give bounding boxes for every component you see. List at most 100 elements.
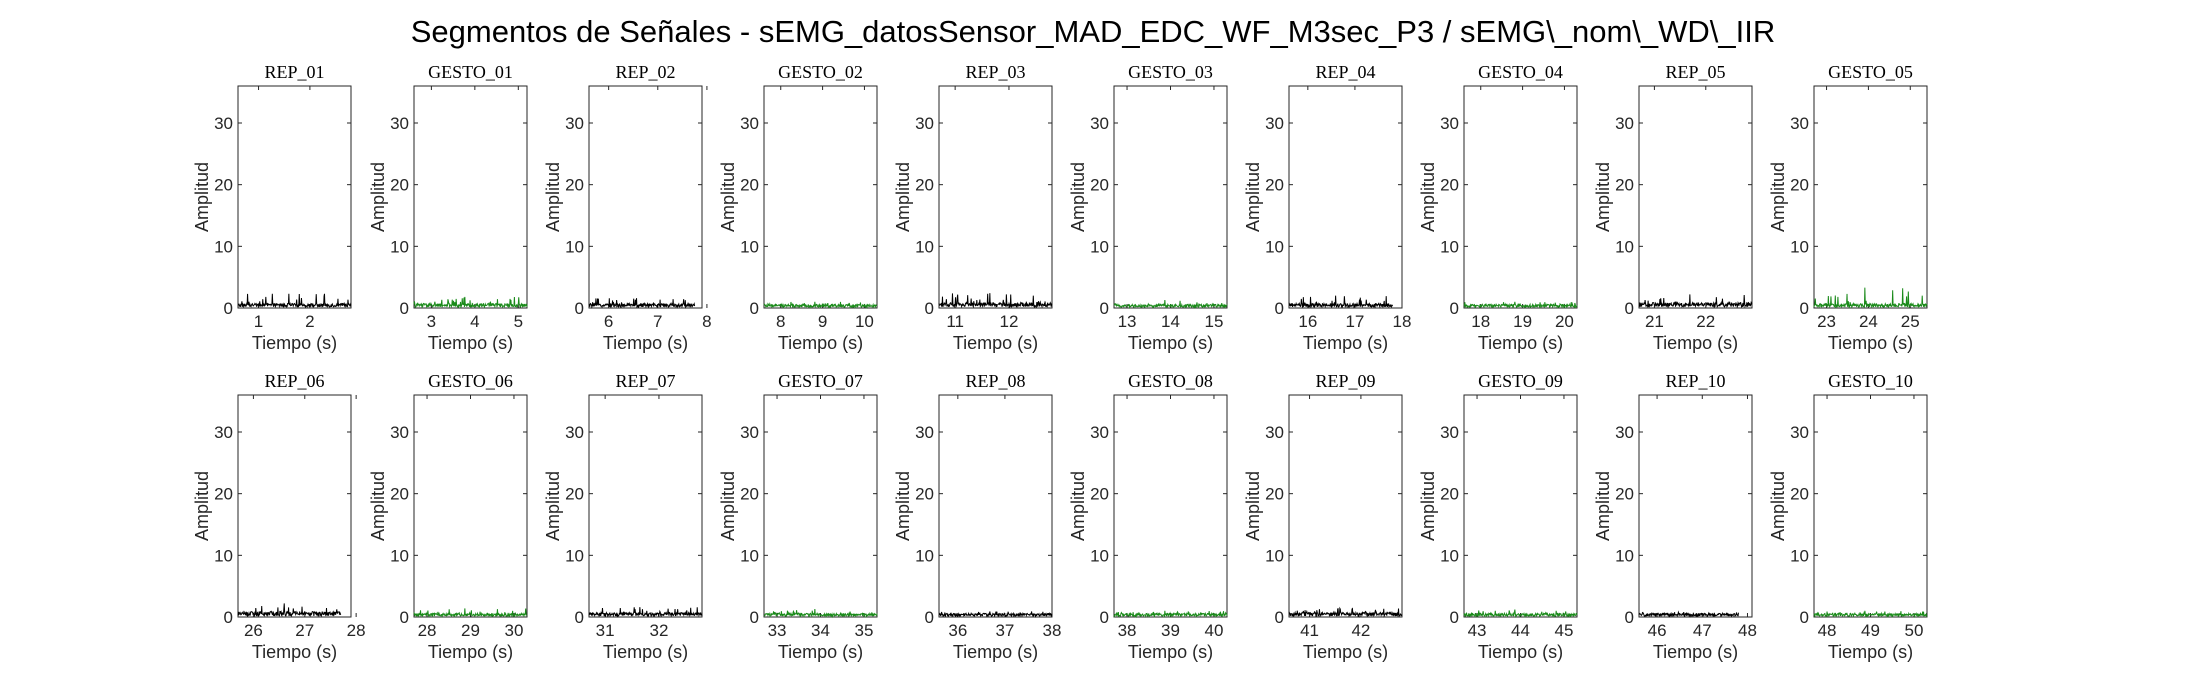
signal-line [1288, 295, 1394, 309]
y-tick-label: 0 [1625, 299, 1634, 318]
axes-box [413, 85, 528, 309]
x-axis-label: Tiempo (s) [252, 333, 337, 353]
x-axis-label: Tiempo (s) [603, 333, 688, 353]
x-tick-label: 38 [1118, 621, 1137, 640]
y-tick-label: 10 [565, 546, 584, 565]
y-tick-label: 30 [390, 114, 409, 133]
x-tick-label: 18 [1471, 312, 1490, 331]
subplot-rep-03: REP_03 0 10 20 30 11 12 Tiempo (s) Amplitud [893, 62, 1053, 353]
signal-line [763, 608, 878, 619]
signal-line [413, 608, 528, 618]
axes-box [763, 394, 878, 618]
signal-line [1463, 609, 1578, 619]
y-tick-label: 10 [1265, 546, 1284, 565]
x-tick-label: 32 [649, 621, 668, 640]
y-tick-label: 30 [915, 114, 934, 133]
x-axis-label: Tiempo (s) [778, 333, 863, 353]
subplot-gesto-06: GESTO_06 0 10 20 30 28 29 30 Tiempo (s) Amplitud [368, 371, 528, 662]
y-tick-label: 10 [214, 546, 233, 565]
x-tick-label: 24 [1859, 312, 1878, 331]
signal-line [1638, 294, 1753, 309]
y-tick-label: 0 [400, 608, 409, 627]
axes-box [1288, 394, 1403, 618]
x-tick-label: 14 [1161, 312, 1180, 331]
y-tick-label: 20 [390, 485, 409, 504]
y-axis-label: Amplitud [1418, 471, 1438, 541]
x-tick-label: 18 [1393, 312, 1412, 331]
y-tick-label: 20 [740, 176, 759, 195]
y-tick-label: 20 [1090, 485, 1109, 504]
y-tick-label: 30 [565, 114, 584, 133]
signal-line [763, 301, 878, 309]
subplot-rep-07: REP_07 0 10 20 30 31 32 Tiempo (s) Amplitud [543, 371, 703, 662]
x-tick-label: 25 [1901, 312, 1920, 331]
x-axis-label: Tiempo (s) [1828, 333, 1913, 353]
x-axis-label: Tiempo (s) [1653, 642, 1738, 662]
subplot-title: GESTO_02 [778, 62, 863, 82]
signal-line [938, 611, 1053, 618]
y-tick-label: 10 [1615, 546, 1634, 565]
x-tick-label: 7 [653, 312, 662, 331]
x-tick-label: 20 [1555, 312, 1574, 331]
x-tick-label: 42 [1351, 621, 1370, 640]
y-tick-label: 20 [1090, 176, 1109, 195]
y-axis-label: Amplitud [893, 162, 913, 232]
subplot-title: GESTO_07 [778, 371, 863, 391]
subplot-rep-08: REP_08 0 10 20 30 36 37 38 Tiempo (s) Amplitud [893, 371, 1061, 662]
x-tick-label: 29 [461, 621, 480, 640]
subplot-rep-09: REP_09 0 10 20 30 41 42 Tiempo (s) Amplitud [1243, 371, 1403, 662]
x-tick-label: 17 [1345, 312, 1364, 331]
signal-line [237, 603, 342, 618]
y-axis-label: Amplitud [368, 162, 388, 232]
x-tick-label: 12 [999, 312, 1018, 331]
x-axis-label: Tiempo (s) [1303, 333, 1388, 353]
x-tick-label: 27 [295, 621, 314, 640]
x-tick-label: 48 [1738, 621, 1757, 640]
y-tick-label: 30 [1090, 423, 1109, 442]
axes-box [938, 85, 1053, 309]
x-tick-label: 45 [1555, 621, 1574, 640]
signal-line [588, 607, 703, 618]
x-tick-label: 41 [1300, 621, 1319, 640]
signal-line [1113, 299, 1228, 310]
x-tick-label: 3 [427, 312, 436, 331]
x-tick-label: 31 [596, 621, 615, 640]
y-tick-label: 10 [565, 237, 584, 256]
y-tick-label: 0 [1100, 299, 1109, 318]
y-axis-label: Amplitud [543, 162, 563, 232]
axes-box [1813, 85, 1928, 309]
y-tick-label: 10 [390, 237, 409, 256]
y-tick-label: 0 [750, 608, 759, 627]
y-tick-label: 30 [1265, 423, 1284, 442]
y-axis-label: Amplitud [718, 471, 738, 541]
y-tick-label: 10 [1615, 237, 1634, 256]
y-tick-label: 20 [1265, 176, 1284, 195]
y-axis-label: Amplitud [718, 162, 738, 232]
subplot-title: REP_03 [965, 62, 1025, 82]
y-tick-label: 20 [915, 485, 934, 504]
y-tick-label: 30 [214, 423, 233, 442]
signal-line [413, 296, 528, 309]
x-axis-label: Tiempo (s) [953, 642, 1038, 662]
y-tick-label: 10 [390, 546, 409, 565]
x-tick-label: 11 [946, 312, 964, 331]
axes-box [1638, 394, 1753, 618]
signal-line [237, 293, 352, 309]
y-axis-label: Amplitud [1068, 471, 1088, 541]
y-tick-label: 20 [565, 485, 584, 504]
signal-line [938, 293, 1053, 309]
y-tick-label: 10 [915, 237, 934, 256]
y-tick-label: 10 [915, 546, 934, 565]
x-tick-label: 35 [855, 621, 874, 640]
subplot-title: REP_08 [965, 371, 1025, 391]
x-axis-label: Tiempo (s) [1303, 642, 1388, 662]
subplot-gesto-07: GESTO_07 0 10 20 30 33 34 35 Tiempo (s) Amplitud [718, 371, 878, 662]
subplot-title: REP_09 [1315, 371, 1375, 391]
y-tick-label: 0 [1625, 608, 1634, 627]
axes-box [1463, 85, 1578, 309]
subplot-gesto-09: GESTO_09 0 10 20 30 43 44 45 Tiempo (s) Amplitud [1418, 371, 1578, 662]
y-axis-label: Amplitud [1593, 162, 1613, 232]
y-tick-label: 20 [1615, 176, 1634, 195]
x-axis-label: Tiempo (s) [252, 642, 337, 662]
